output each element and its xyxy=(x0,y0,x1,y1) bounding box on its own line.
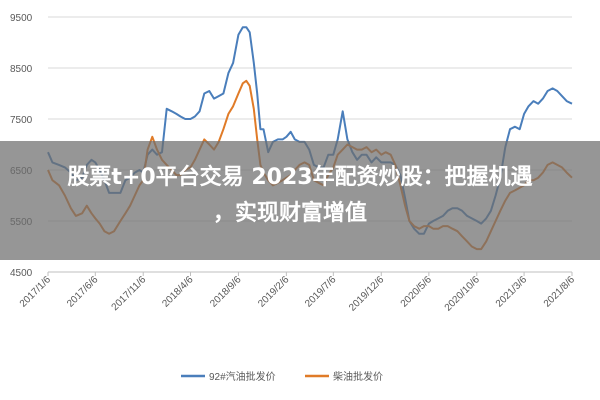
legend: 92#汽油批发价 柴油批发价 xyxy=(181,370,383,383)
article-title-line-2: ，实现财富增值 xyxy=(213,201,368,226)
x-tick-label: 2017/11/6 xyxy=(110,274,149,313)
y-tick-label: 7500 xyxy=(10,115,33,126)
x-tick-label: 2018/9/6 xyxy=(208,274,244,310)
x-tick-label: 2017/6/6 xyxy=(65,274,101,310)
legend-label: 柴油批发价 xyxy=(333,370,383,383)
x-tick-label: 2020/5/6 xyxy=(399,274,435,310)
x-tick-label: 2021/8/6 xyxy=(542,274,578,310)
article-title: 股票t+0平台交易 2023年配资炒股：把握机遇 ，实现财富增值 xyxy=(0,160,600,232)
y-tick-label: 9500 xyxy=(10,13,33,24)
x-tick-label: 2021/3/6 xyxy=(494,274,530,310)
title-overlay-band xyxy=(0,141,600,260)
x-tick-label: 2019/2/6 xyxy=(256,274,292,310)
article-title-line-1: 股票t+0平台交易 2023年配资炒股：把握机遇 xyxy=(67,165,533,190)
x-tick-label: 2019/7/6 xyxy=(303,274,339,310)
x-tick-label: 2018/4/6 xyxy=(160,274,196,310)
x-axis: 2017/1/6 2017/6/6 2017/11/6 2018/4/6 2018/9/… xyxy=(18,271,578,314)
x-tick-label: 2020/10/6 xyxy=(443,274,483,314)
x-tick-label: 2017/1/6 xyxy=(18,274,54,310)
x-tick-label: 2019/12/6 xyxy=(347,274,387,314)
legend-label: 92#汽油批发价 xyxy=(209,370,276,383)
y-tick-label: 8500 xyxy=(10,64,33,75)
y-tick-label: 4500 xyxy=(10,268,33,279)
